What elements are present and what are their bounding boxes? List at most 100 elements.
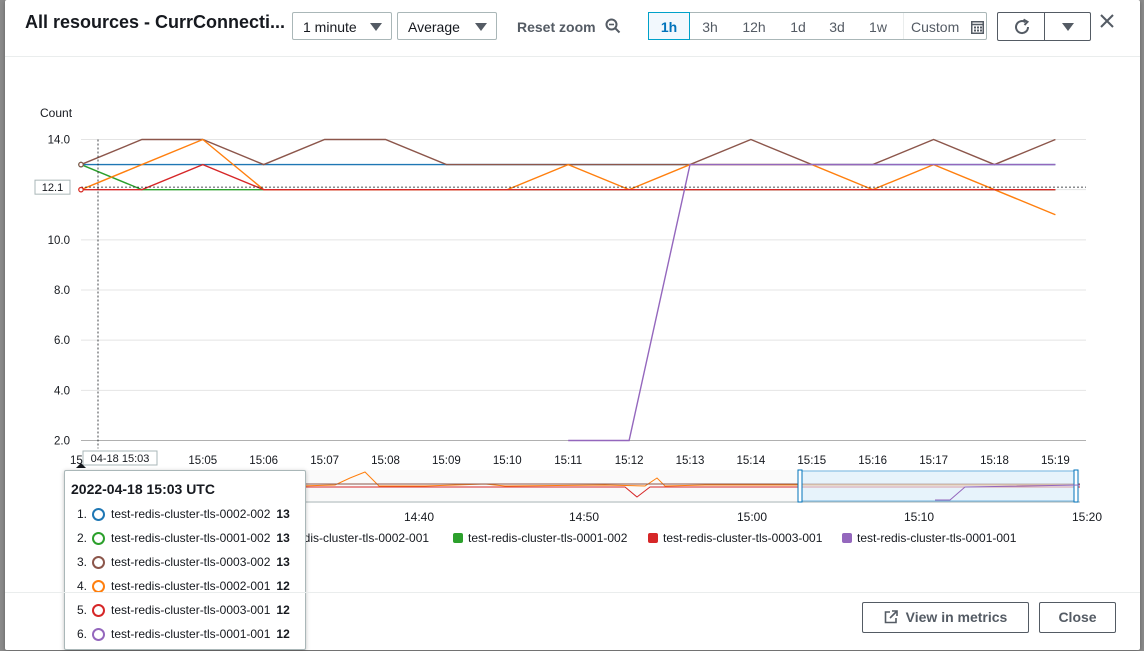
legend-item-label: test-redis-cluster-tls-0003-001 [663,531,823,545]
x-tick-label: 15:15 [797,455,826,467]
x-tick-label: 15:16 [858,455,887,467]
overview-tick-label: 15:10 [904,510,934,524]
statistic-select-value: Average [408,19,460,35]
modal-footer: View in metrics Close [5,592,1140,651]
series-line [568,163,1056,442]
series-line [80,138,1056,216]
close-icon[interactable] [1100,14,1114,28]
overview-chart: 14:40 14:50 15:00 15:10 15:20 [298,469,1102,524]
x-tick-label: 15:14 [737,455,766,467]
refresh-options-button[interactable] [1044,12,1091,41]
series-line [80,138,1056,166]
caret-down-icon [475,23,487,31]
y-tick-label: 4.0 [54,385,70,397]
crosshair-time-label: 04-18 15:03 [91,453,150,465]
overview-tick-label: 14:40 [404,510,434,524]
legend-item-label: test-redis-cluster-tls-0001-001 [857,531,1017,545]
reset-zoom-button[interactable]: Reset zoom [517,19,596,35]
zoom-out-icon[interactable] [605,18,621,34]
y-tick-label: 14.0 [48,135,70,147]
x-tick-label: 15:08 [371,455,400,467]
tooltip-row: 5. test-redis-cluster-tls-0003-001 12 [71,603,290,623]
legend-item[interactable]: edis-cluster-tls-0002-001 [297,531,429,545]
x-tick-label: 15:05 [188,455,217,467]
refresh-icon [1015,18,1030,35]
tooltip-row-number: 1. [76,507,87,521]
x-tick-label: 15:19 [1041,455,1070,467]
overview-series [298,471,1080,487]
range-3d[interactable]: 3d [829,19,845,35]
range-3h[interactable]: 3h [702,19,718,35]
tooltip-row-number: 6. [76,627,87,641]
x-tick-label: 15:10 [493,455,522,467]
legend-item[interactable]: test-redis-cluster-tls-0003-001 [648,531,822,545]
tooltip-row-number: 4. [76,579,87,593]
tooltip-row-name: test-redis-cluster-tls-0001-001 [111,627,271,641]
y-tick-label: 10.0 [48,235,70,247]
data-point-marker [78,161,84,168]
tooltip-row-value: 13 [276,507,290,521]
tooltip-row-name: test-redis-cluster-tls-0002-002 [111,507,271,521]
y-tick-label: 8.0 [54,285,70,297]
overview-tick-label: 14:50 [569,510,599,524]
x-tick-label: 15:07 [310,455,339,467]
x-tick-label: 15:17 [919,455,948,467]
close-button[interactable]: Close [1039,602,1116,633]
period-select[interactable]: 1 minute [292,12,392,40]
caret-down-icon [1062,23,1074,31]
tooltip-row: 6. test-redis-cluster-tls-0001-001 12 [71,627,290,647]
series-line [80,163,1056,191]
x-tick-label: 15 [70,455,83,467]
range-1w[interactable]: 1w [869,19,887,35]
x-tick-label: 15:06 [249,455,278,467]
overview-handle-right [1073,469,1079,503]
series-marker [92,604,105,617]
tooltip-row: 2. test-redis-cluster-tls-0001-002 13 [71,531,290,551]
x-tick-label: 15:13 [676,455,705,467]
range-custom[interactable]: Custom [903,13,985,39]
data-point-marker [78,186,84,193]
crosshair-value-label: 12.1 [42,182,63,194]
modal-title: All resources - CurrConnecti... [25,12,286,32]
tooltip-pointer [76,463,86,468]
legend-swatch [453,533,463,543]
tooltip-row-name: test-redis-cluster-tls-0001-002 [111,531,271,545]
tooltip-row: 1. test-redis-cluster-tls-0002-002 13 [71,507,290,527]
time-range-selector: 1h 3h 12h 1d 3d 1w Custom [648,12,987,40]
range-custom-label: Custom [911,19,960,35]
series-line [81,163,1056,191]
tooltip-row-number: 2. [76,531,87,545]
tooltip-row-value: 13 [276,531,290,545]
crosshair-value-box [34,179,71,195]
overview-handle-left [797,469,803,503]
range-12h[interactable]: 12h [742,19,766,35]
tooltip-row-number: 3. [76,555,87,569]
refresh-button[interactable] [997,12,1045,41]
view-in-metrics-button[interactable]: View in metrics [862,602,1029,633]
legend-swatch [648,533,658,543]
external-link-icon [884,610,898,624]
tooltip-row-value: 13 [276,555,290,569]
overview-tick-label: 15:00 [737,510,767,524]
legend-item[interactable]: test-redis-cluster-tls-0001-001 [842,531,1016,545]
x-tick-label: 15:18 [980,455,1009,467]
line-chart[interactable]: Count2.04.06.08.010.012.014.01515:0515:0… [5,0,1140,592]
statistic-select[interactable]: Average [397,12,497,40]
legend-item[interactable]: test-redis-cluster-tls-0001-002 [453,531,627,545]
series-marker [92,628,105,641]
y-axis-label: Count [40,106,73,120]
range-1d[interactable]: 1d [790,19,806,35]
tooltip-row-value: 12 [276,579,290,593]
overview-tick-label: 15:20 [1072,510,1102,524]
chart-tooltip: 2022-04-18 15:03 UTC 1. test-redis-cluste… [64,470,306,650]
crosshair-time-box [82,450,158,466]
tooltip-row-number: 5. [76,603,87,617]
legend-item-label: edis-cluster-tls-0002-001 [297,531,430,545]
tooltip-row-name: test-redis-cluster-tls-0003-002 [111,555,271,569]
tooltip-title: 2022-04-18 15:03 UTC [71,481,215,497]
modal-header: All resources - CurrConnecti... 1 minute… [5,0,1140,57]
range-1h[interactable]: 1h [648,12,690,40]
series-marker [92,532,105,545]
overview-series [299,486,1080,498]
x-tick-label: 15:12 [615,455,644,467]
